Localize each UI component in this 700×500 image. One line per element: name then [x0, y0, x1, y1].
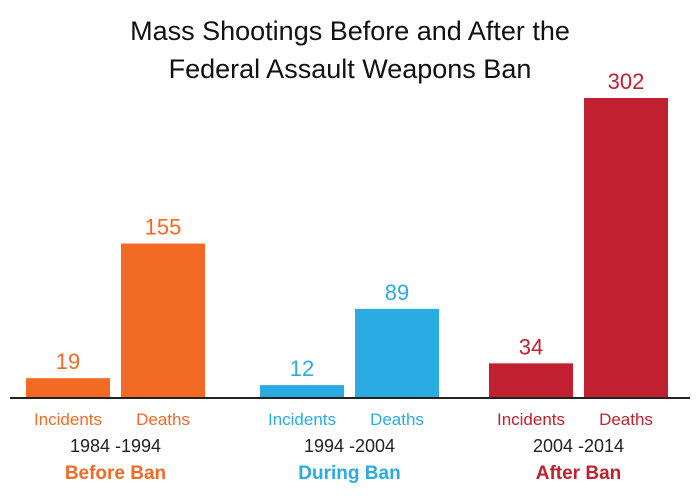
bar-incidents-group-1 — [26, 378, 110, 397]
category-label-incidents-group-1: Incidents — [34, 410, 102, 429]
chart-title-line-1: Mass Shootings Before and After the — [130, 16, 570, 46]
category-label-deaths-group-2: Deaths — [370, 410, 424, 429]
value-label-incidents-group-2: 12 — [290, 356, 314, 381]
category-label-incidents-group-2: Incidents — [268, 410, 336, 429]
bars-layer: 19 Incidents 155 Deaths 1984 -1994 Before Ban… — [26, 69, 668, 484]
era-label-group-1: Before Ban — [65, 463, 166, 484]
bar-deaths-group-1 — [121, 243, 205, 397]
bar-deaths-group-3 — [584, 98, 668, 397]
value-label-deaths-group-2: 89 — [385, 280, 409, 305]
bar-incidents-group-2 — [260, 385, 344, 397]
category-label-deaths-group-3: Deaths — [599, 410, 653, 429]
era-label-group-3: After Ban — [536, 463, 622, 484]
era-label-group-2: During Ban — [298, 463, 400, 484]
category-label-deaths-group-1: Deaths — [136, 410, 190, 429]
bar-incidents-group-3 — [489, 363, 573, 397]
period-label-group-3: 2004 -2014 — [533, 436, 624, 456]
period-label-group-1: 1984 -1994 — [70, 436, 161, 456]
value-label-deaths-group-3: 302 — [608, 69, 645, 94]
value-label-incidents-group-1: 19 — [56, 349, 80, 374]
category-label-incidents-group-3: Incidents — [497, 410, 565, 429]
bar-deaths-group-2 — [355, 308, 439, 397]
value-label-deaths-group-1: 155 — [145, 215, 182, 240]
period-label-group-2: 1994 -2004 — [304, 436, 395, 456]
value-label-incidents-group-3: 34 — [519, 334, 543, 359]
chart-title-line-2: Federal Assault Weapons Ban — [169, 54, 532, 84]
